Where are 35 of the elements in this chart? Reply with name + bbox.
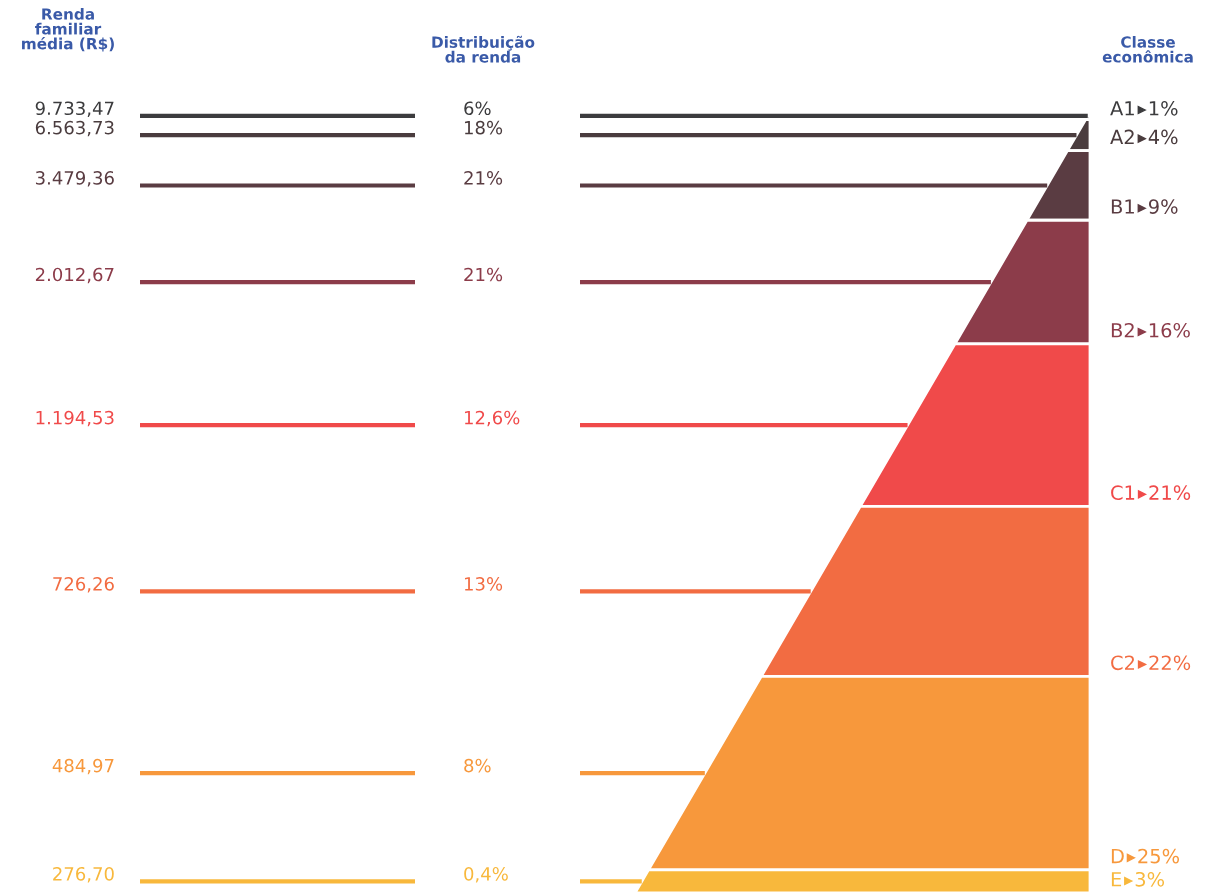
data-label: 484,97: [52, 758, 114, 775]
data-label: 3.479,36: [35, 171, 114, 187]
data-label: 1.194,53: [36, 410, 114, 427]
data-label: 9%: [1148, 199, 1178, 214]
data-label: 25%: [1138, 848, 1180, 864]
category-label: A1: [1110, 101, 1134, 116]
category-label: A2: [1110, 129, 1134, 145]
category-label: D: [1111, 848, 1124, 864]
data-label: 2.012,67: [35, 267, 114, 284]
data-label: 21%: [464, 171, 503, 185]
category-label: E: [1111, 872, 1122, 887]
category-label: C2: [1111, 655, 1134, 671]
data-label: 0,4%: [464, 866, 508, 883]
text: Classe econômica: [1102, 36, 1193, 63]
category-label: B1: [1111, 199, 1134, 214]
data-label: 16%: [1149, 322, 1190, 338]
data-label: 21%: [464, 267, 503, 282]
data-label: 4%: [1148, 129, 1178, 145]
text: Renda familiar média (R$): [22, 8, 114, 52]
data-label: 9.733,47: [35, 101, 114, 117]
data-label: 12,6%: [464, 410, 520, 427]
text: Distribuição da renda: [432, 35, 535, 63]
data-label: 6%: [464, 101, 491, 116]
data-label: 3%: [1135, 871, 1165, 887]
data-label: 8%: [464, 758, 491, 773]
data-label: 18%: [464, 120, 503, 135]
data-label: 726,26: [53, 577, 114, 593]
data-label: 13%: [464, 577, 503, 591]
category-label: B2: [1111, 322, 1134, 338]
data-label: 276,70: [53, 866, 114, 883]
category-label: C1: [1111, 485, 1135, 501]
data-label: 22%: [1149, 655, 1191, 671]
data-label: 1%: [1149, 100, 1178, 116]
data-label: 21%: [1149, 485, 1191, 501]
data-label: 6.563,73: [35, 120, 114, 137]
